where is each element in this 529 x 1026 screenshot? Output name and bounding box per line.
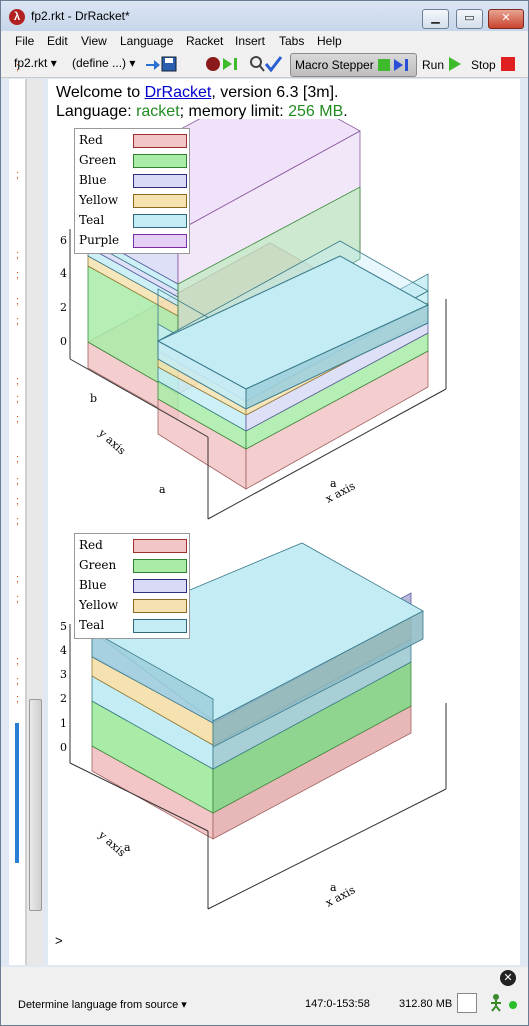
plot1-z-tick-6: 6 [60, 234, 67, 247]
gutter-comment-mark: ; [16, 315, 20, 327]
cursor-position: 147:0-153:58 [305, 998, 370, 1010]
repl-prompt[interactable]: > [55, 933, 63, 948]
close-button[interactable]: ✕ [488, 9, 524, 29]
gutter-comment-mark: ; [16, 515, 20, 527]
gutter-comment-mark: ; [16, 269, 20, 281]
plot2-z-tick-0: 0 [60, 741, 67, 754]
plot2-z-tick-3: 3 [60, 668, 67, 681]
plot2-x-tick-a: a [330, 881, 337, 894]
legend-item: Blue [79, 173, 107, 187]
plot2-z-tick-4: 4 [60, 644, 67, 657]
status-bar: ✕ Determine language from source ▾ 147:0… [1, 967, 528, 1025]
toolbar: fp2.rkt ▾ (define ...) ▾ [1, 51, 528, 78]
menu-file[interactable]: File [15, 34, 35, 48]
menu-edit[interactable]: Edit [47, 34, 68, 48]
gutter-comment-mark: ; [16, 693, 20, 705]
plot1-y-tick-b: b [90, 392, 97, 405]
gutter-comment-mark: ; [16, 375, 20, 387]
plot1-legend: Red Green Blue Yellow Teal Purple [74, 128, 190, 254]
check-syntax-icon[interactable] [249, 55, 283, 73]
gutter-comment-mark: ; [16, 593, 20, 605]
scrollbar-thumb[interactable] [29, 699, 42, 911]
plot1-y-tick-a: a [159, 483, 166, 496]
drracket-link[interactable]: DrRacket [144, 84, 212, 101]
define-menu-button[interactable]: (define ...) ▾ [72, 56, 136, 70]
menu-racket[interactable]: Racket [186, 34, 224, 48]
run-icon[interactable] [447, 56, 463, 72]
definitions-scrollbar[interactable] [26, 79, 43, 965]
gutter-comment-mark: ; [16, 249, 20, 261]
gutter-comment-mark: ; [16, 169, 20, 181]
gc-indicator [457, 993, 477, 1013]
gutter-comment-mark: ; [16, 495, 20, 507]
minimize-button[interactable]: ▁ [422, 9, 449, 29]
menu-insert[interactable]: Insert [235, 34, 266, 48]
plot-1: 0 2 4 6 b a a x axis y axis [60, 119, 447, 520]
running-status-icon [491, 994, 517, 1012]
menu-tabs[interactable]: Tabs [279, 34, 305, 48]
plot2-z-tick-1: 1 [60, 717, 67, 730]
legend-item: Green [79, 153, 117, 167]
plot2-y-tick-a: a [124, 841, 131, 854]
save-icon[interactable] [145, 55, 177, 73]
plot-2: 0 1 2 3 4 5 a a x axis y axis [60, 542, 447, 910]
file-menu-button[interactable]: fp2.rkt ▾ [14, 56, 57, 70]
title-bar: λ fp2.rkt - DrRacket* ▁ ▭ ✕ [1, 1, 528, 31]
language-selector[interactable]: Determine language from source ▾ [18, 999, 187, 1011]
gutter-comment-mark: ; [16, 413, 20, 425]
stop-icon[interactable] [501, 57, 515, 71]
plot2-z-tick-2: 2 [60, 692, 67, 705]
legend-item: Purple [79, 233, 120, 247]
menu-bar: File Edit View Language Racket Insert Ta… [1, 31, 528, 51]
legend-item: Teal [79, 213, 105, 227]
macro-stepper-icon [378, 59, 408, 71]
macro-stepper-button[interactable]: Macro Stepper [290, 53, 417, 77]
maximize-button[interactable]: ▭ [456, 9, 483, 29]
plot1-z-tick-0: 0 [60, 335, 67, 348]
gutter-comment-mark: ; [16, 475, 20, 487]
welcome-text: Welcome to DrRacket, version 6.3 [3m]. L… [56, 84, 348, 120]
drracket-logo-icon: λ [9, 9, 25, 25]
plot1-z-tick-2: 2 [60, 301, 67, 314]
definitions-gutter [9, 79, 26, 965]
plot1-x-axis-label: x axis [323, 479, 357, 505]
plot1-x-tick-a: a [330, 477, 337, 490]
plot1-y-axis-label: y axis [95, 426, 128, 458]
run-button[interactable]: Run [422, 58, 445, 72]
scroll-indicator [15, 723, 19, 863]
gutter-comment-mark: ; [16, 573, 20, 585]
legend-item: Blue [79, 578, 107, 592]
stop-button[interactable]: Stop [471, 58, 496, 72]
legend-item: Yellow [79, 193, 119, 207]
gutter-comment-mark: ; [16, 393, 20, 405]
legend-item: Red [79, 538, 103, 552]
menu-language[interactable]: Language [120, 34, 174, 48]
gutter-comment-mark: ; [16, 61, 20, 73]
legend-item: Teal [79, 618, 105, 632]
legend-item: Green [79, 558, 117, 572]
menu-help[interactable]: Help [317, 34, 342, 48]
plot2-legend: Red Green Blue Yellow Teal [74, 533, 190, 639]
close-pane-icon[interactable]: ✕ [500, 970, 516, 986]
memory-usage: 312.80 MB [399, 998, 453, 1010]
gutter-comment-mark: ; [16, 453, 20, 465]
plot2-x-axis-label: x axis [323, 883, 357, 909]
menu-view[interactable]: View [81, 34, 107, 48]
gutter-comment-mark: ; [16, 655, 20, 667]
plot2-z-tick-5: 5 [60, 620, 67, 633]
debug-icon[interactable] [205, 55, 241, 73]
window-title: fp2.rkt - DrRacket* [31, 9, 130, 23]
legend-item: Yellow [79, 598, 119, 612]
gutter-comment-mark: ; [16, 295, 20, 307]
legend-item: Red [79, 133, 103, 147]
plot1-z-tick-4: 4 [60, 267, 67, 280]
gutter-comment-mark: ; [16, 675, 20, 687]
